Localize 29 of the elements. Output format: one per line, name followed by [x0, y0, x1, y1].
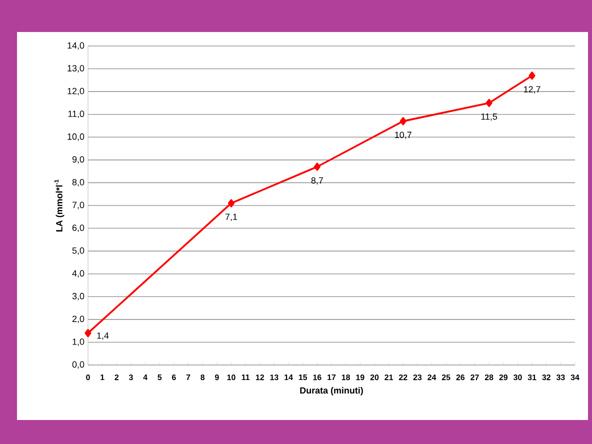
point: [400, 117, 406, 126]
data-label: 8,7: [311, 177, 323, 185]
point: [228, 199, 235, 208]
point: [314, 162, 320, 171]
y-tick-label: 0,0: [72, 361, 84, 369]
y-tick-label: 6,0: [72, 224, 84, 232]
y-tick-label: 1,0: [72, 338, 84, 346]
point: [528, 72, 536, 80]
y-tick-label: 14,0: [68, 42, 84, 50]
y-tick-label: 10,0: [68, 133, 84, 141]
data-label: 7,1: [225, 214, 238, 222]
data-label: 1,4: [97, 332, 109, 340]
y-tick-label: 12,0: [68, 88, 84, 96]
data-label: 10,7: [395, 132, 412, 140]
y-axis-title: LA (mmol*l$^{-1}$: [54, 180, 64, 232]
y-tick-label: 9,0: [72, 156, 84, 164]
x-axis-title: Durata (minuti): [300, 387, 363, 396]
y-tick-label: 8,0: [72, 179, 84, 186]
y-tick-label: 11,0: [68, 110, 84, 118]
y-tick-label: 4,0: [72, 270, 84, 278]
data-label: 11,5: [481, 113, 498, 121]
point: [486, 98, 492, 108]
y-tick-label: 3,0: [72, 292, 84, 300]
y-tick-label: 2,0: [72, 316, 84, 324]
y-tick-label: 13,0: [68, 65, 84, 72]
y-tick-label: 7,0: [72, 202, 84, 210]
data-label: 12,7: [524, 86, 540, 94]
point: [84, 329, 92, 338]
y-tick-label: 5,0: [72, 247, 84, 255]
